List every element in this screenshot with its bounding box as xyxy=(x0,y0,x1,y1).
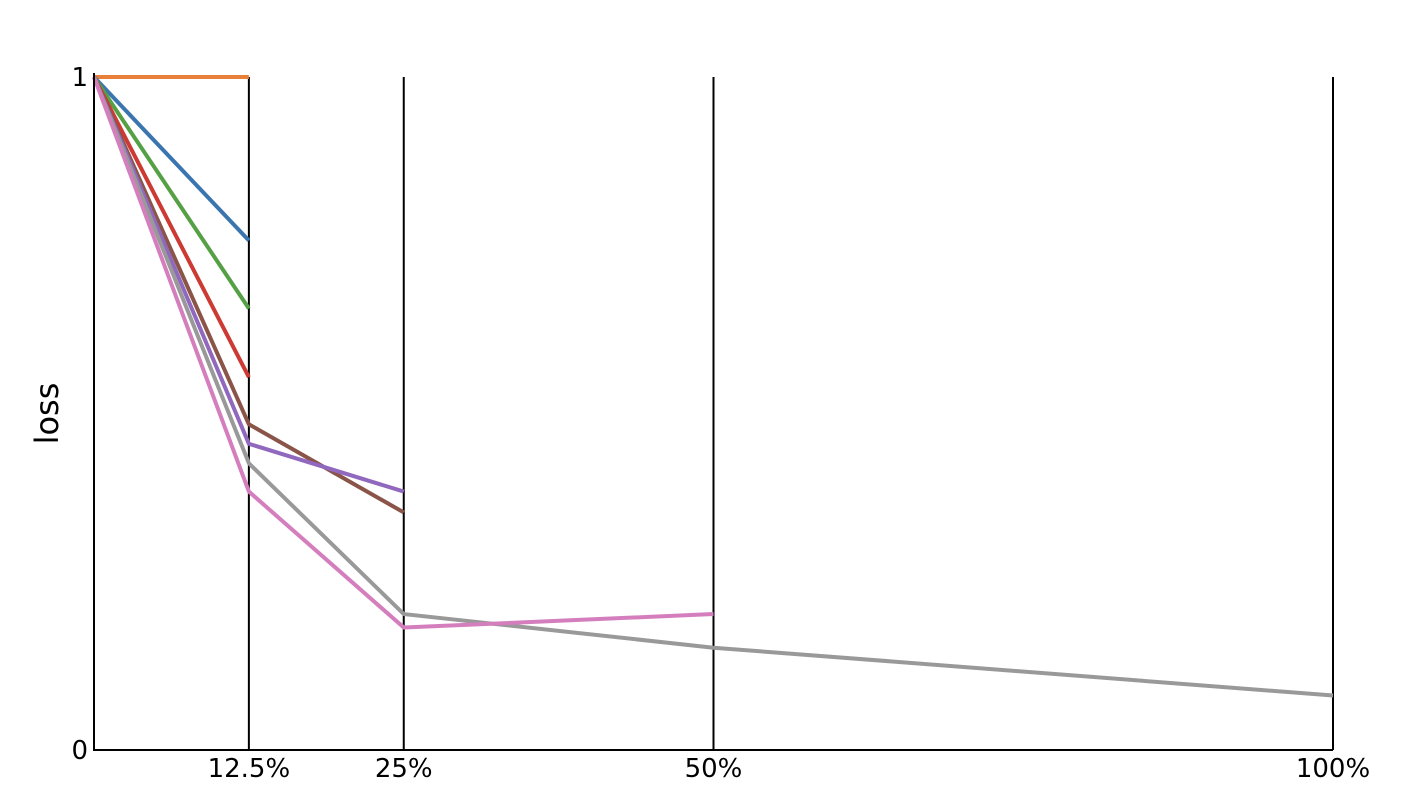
x-tick-label-0: 12.5% xyxy=(208,754,291,784)
x-tick-labels: 12.5% 25% 50% 100% xyxy=(208,754,1371,784)
y-tick-label-0: 0 xyxy=(71,736,88,766)
series-lines xyxy=(92,75,1334,698)
y-tick-label-1: 1 xyxy=(71,63,88,93)
series-line-7 xyxy=(92,76,714,630)
series-line-3 xyxy=(92,76,251,379)
series-line-6 xyxy=(92,76,1334,698)
vertical-guide-lines xyxy=(247,77,1334,750)
series-line-4 xyxy=(92,76,405,515)
x-tick-label-1: 25% xyxy=(375,754,433,784)
series-line-1 xyxy=(92,75,251,242)
y-tick-labels: 01 xyxy=(71,63,88,766)
series-line-2 xyxy=(92,75,251,310)
x-tick-label-2: 50% xyxy=(685,754,743,784)
series-line-5 xyxy=(92,76,405,494)
x-tick-label-3: 100% xyxy=(1296,754,1370,784)
axes xyxy=(93,73,1333,751)
y-axis-title: loss xyxy=(28,383,66,445)
